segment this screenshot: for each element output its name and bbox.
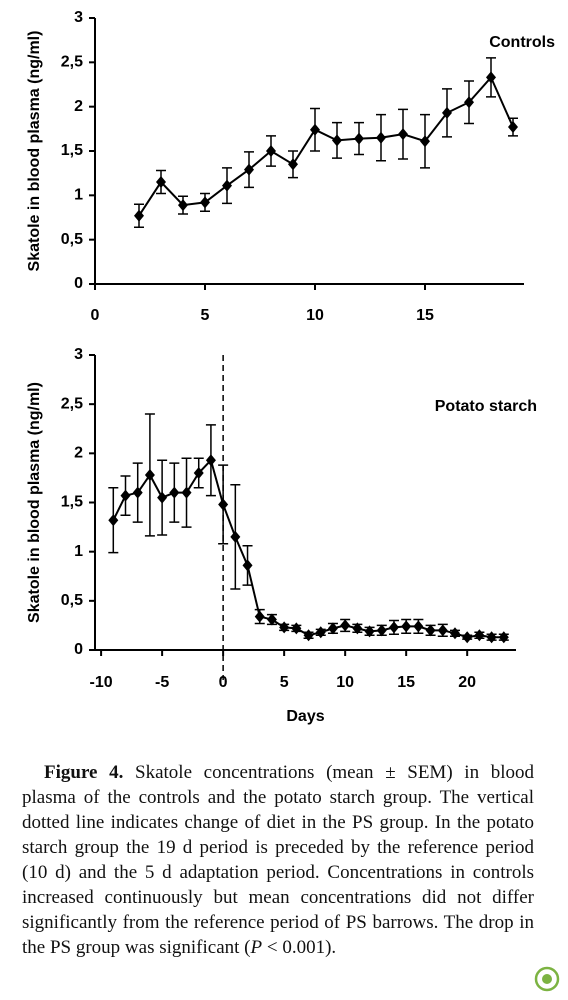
data-point: [303, 629, 314, 642]
data-point: [474, 629, 485, 642]
data-point: [193, 467, 204, 479]
series-line: [138, 75, 514, 217]
x-tick-label: 15: [416, 307, 434, 324]
data-point: [254, 610, 265, 623]
y-axis-label: Skatole in blood plasma (ng/ml): [26, 31, 43, 272]
data-point: [230, 530, 241, 543]
x-tick-label: 0: [219, 674, 228, 691]
logo-dot: [542, 974, 552, 984]
x-tick-label: 10: [306, 307, 324, 324]
data-point: [291, 622, 302, 635]
y-tick-label: 3: [74, 346, 83, 363]
data-point: [354, 132, 364, 145]
data-point: [486, 631, 497, 644]
y-tick-label: 0,5: [61, 231, 83, 248]
y-tick-label: 1,5: [61, 494, 83, 511]
data-point: [266, 145, 276, 157]
data-point: [464, 96, 474, 109]
y-tick-label: 0: [74, 275, 83, 292]
data-point: [340, 619, 351, 632]
y-tick-label: 2,5: [61, 395, 83, 412]
caption-label: Figure 4.: [44, 762, 124, 783]
data-point: [218, 498, 229, 511]
data-point: [486, 71, 496, 84]
caption-symbol: P: [250, 937, 263, 958]
y-axis-label: Skatole in blood plasma (ng/ml): [26, 382, 43, 623]
data-point: [332, 134, 342, 147]
data-point: [181, 486, 192, 499]
data-point: [388, 621, 399, 634]
data-point: [200, 196, 210, 209]
y-tick-label: 0: [74, 641, 83, 658]
x-tick-label: 5: [280, 674, 289, 691]
data-point: [413, 620, 424, 633]
x-tick-label: 0: [91, 307, 100, 324]
y-tick-label: 2,5: [61, 54, 83, 71]
data-point: [156, 176, 166, 189]
y-tick-label: 1,5: [61, 142, 83, 159]
data-point: [120, 489, 131, 502]
caption-text: Skatole concentrations (mean ± SEM) in b…: [22, 762, 534, 958]
data-point: [508, 121, 518, 134]
data-point: [310, 123, 320, 136]
data-point: [315, 626, 326, 639]
data-point: [364, 625, 375, 638]
data-point: [266, 613, 277, 626]
data-point: [401, 620, 412, 633]
caption: Figure 4. Skatole concentrations (mean ±…: [22, 760, 534, 960]
y-tick-label: 2: [74, 98, 83, 115]
data-point: [425, 624, 436, 637]
y-tick-label: 1: [74, 187, 83, 204]
series-line: [112, 458, 504, 639]
y-tick-label: 3: [74, 9, 83, 26]
x-tick-label: -5: [155, 674, 169, 691]
data-point: [398, 128, 408, 141]
data-point: [244, 163, 254, 176]
series-label: Potato starch: [435, 398, 537, 415]
caption-text: < 0.001).: [262, 937, 337, 958]
data-point: [178, 199, 188, 212]
data-point: [352, 622, 363, 635]
data-point: [449, 627, 460, 640]
data-point: [462, 631, 473, 644]
y-tick-label: 2: [74, 445, 83, 462]
x-tick-label: 5: [201, 307, 210, 324]
data-point: [157, 491, 168, 504]
data-point: [144, 468, 155, 481]
logo: [534, 966, 560, 992]
y-tick-label: 0,5: [61, 592, 83, 609]
data-point: [376, 624, 387, 637]
x-tick-label: 10: [336, 674, 354, 691]
data-point: [134, 209, 144, 222]
data-point: [222, 179, 232, 192]
data-point: [442, 106, 452, 119]
data-point: [437, 624, 448, 637]
data-point: [288, 158, 298, 171]
x-tick-label: 15: [397, 674, 415, 691]
x-tick-label: -10: [90, 674, 113, 691]
y-tick-label: 1: [74, 543, 83, 560]
x-axis-label: Days: [286, 708, 324, 725]
data-point: [169, 486, 180, 499]
data-point: [279, 621, 290, 634]
data-point: [132, 486, 143, 499]
data-point: [327, 622, 338, 635]
data-point: [420, 135, 430, 148]
logo-ring: [534, 966, 560, 992]
series-label: Controls: [489, 34, 555, 51]
data-point: [205, 454, 216, 467]
data-point: [498, 631, 509, 644]
data-point: [242, 559, 253, 572]
data-point: [108, 514, 119, 527]
x-tick-label: 20: [458, 674, 476, 691]
data-point: [376, 131, 386, 144]
